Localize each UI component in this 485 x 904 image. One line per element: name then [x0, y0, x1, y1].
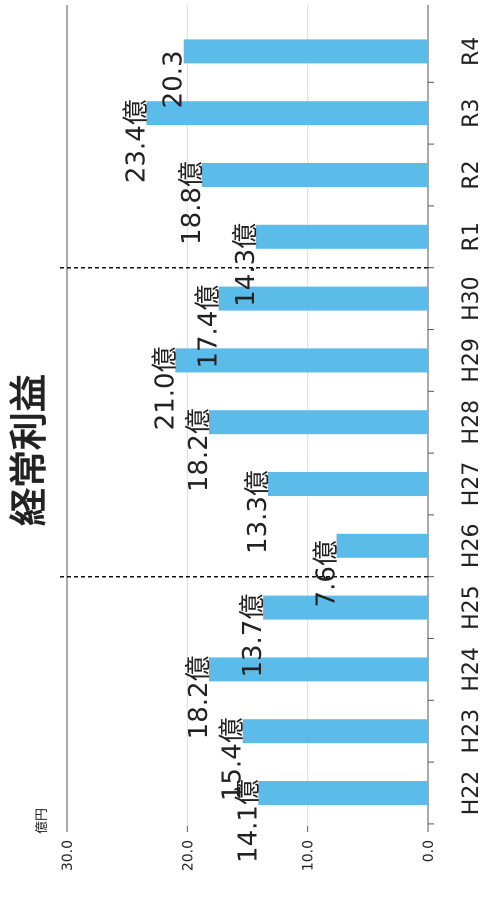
bar-h22 — [258, 781, 428, 805]
bar-h24 — [208, 657, 428, 682]
value-tick-label: 30.0 — [60, 840, 76, 871]
bar-h26 — [336, 533, 428, 558]
unit-label: 億円 — [34, 808, 50, 834]
data-label: 14.1億 — [233, 779, 263, 863]
bar-h29 — [175, 348, 428, 373]
bar-h27 — [267, 472, 428, 496]
value-tick-label: 10.0 — [301, 840, 317, 871]
data-label: 18.8億 — [177, 161, 207, 245]
category-label: H25 — [459, 585, 484, 630]
data-label: 20.3 — [159, 50, 189, 108]
data-label: 18.2億 — [184, 408, 214, 492]
chart-title: 経常利益 — [7, 374, 51, 526]
data-label: 13.3億 — [243, 470, 273, 554]
value-ticks: 0.0 10.0 20.0 30.0 — [60, 81, 437, 871]
category-label: H24 — [459, 647, 484, 692]
value-tick-label: 20.0 — [180, 840, 196, 871]
category-label: R4 — [459, 37, 484, 66]
bar-h28 — [208, 410, 428, 435]
data-label: 15.4億 — [218, 717, 248, 801]
data-label: 13.7億 — [238, 594, 268, 678]
bar-r1 — [255, 224, 428, 249]
data-label: 14.3億 — [231, 223, 261, 307]
bar-r4 — [183, 39, 428, 64]
category-label: H26 — [459, 524, 484, 569]
bar-h25 — [263, 595, 428, 620]
category-label: H27 — [459, 462, 484, 507]
data-label: 18.2億 — [184, 655, 214, 739]
category-label: H28 — [459, 400, 484, 445]
category-label: H22 — [459, 771, 484, 816]
bar-h23 — [242, 719, 428, 744]
category-label: R1 — [459, 222, 484, 251]
bars — [146, 39, 429, 805]
category-labels: H22 H23 H24 H25 H26 H27 H28 H29 H30 R1 R2 R3 R4 — [459, 37, 484, 816]
category-label: R3 — [459, 99, 484, 128]
category-label: R2 — [459, 160, 484, 189]
bar-r3 — [146, 101, 429, 126]
data-labels: 14.1億15.4億18.2億13.7億7.6億13.3億18.2億21.0億1… — [121, 50, 341, 862]
value-tick-label: 0.0 — [421, 840, 437, 862]
bar-h30 — [218, 286, 428, 311]
era-dividers — [60, 266, 428, 578]
data-label: 7.6億 — [312, 540, 342, 607]
category-label: H29 — [459, 338, 484, 383]
category-label: H30 — [459, 276, 484, 321]
data-label: 21.0億 — [150, 346, 180, 430]
category-label: H23 — [459, 709, 484, 754]
data-label: 17.4億 — [194, 285, 224, 369]
bar-r2 — [201, 163, 428, 187]
data-label: 23.4億 — [121, 99, 151, 183]
